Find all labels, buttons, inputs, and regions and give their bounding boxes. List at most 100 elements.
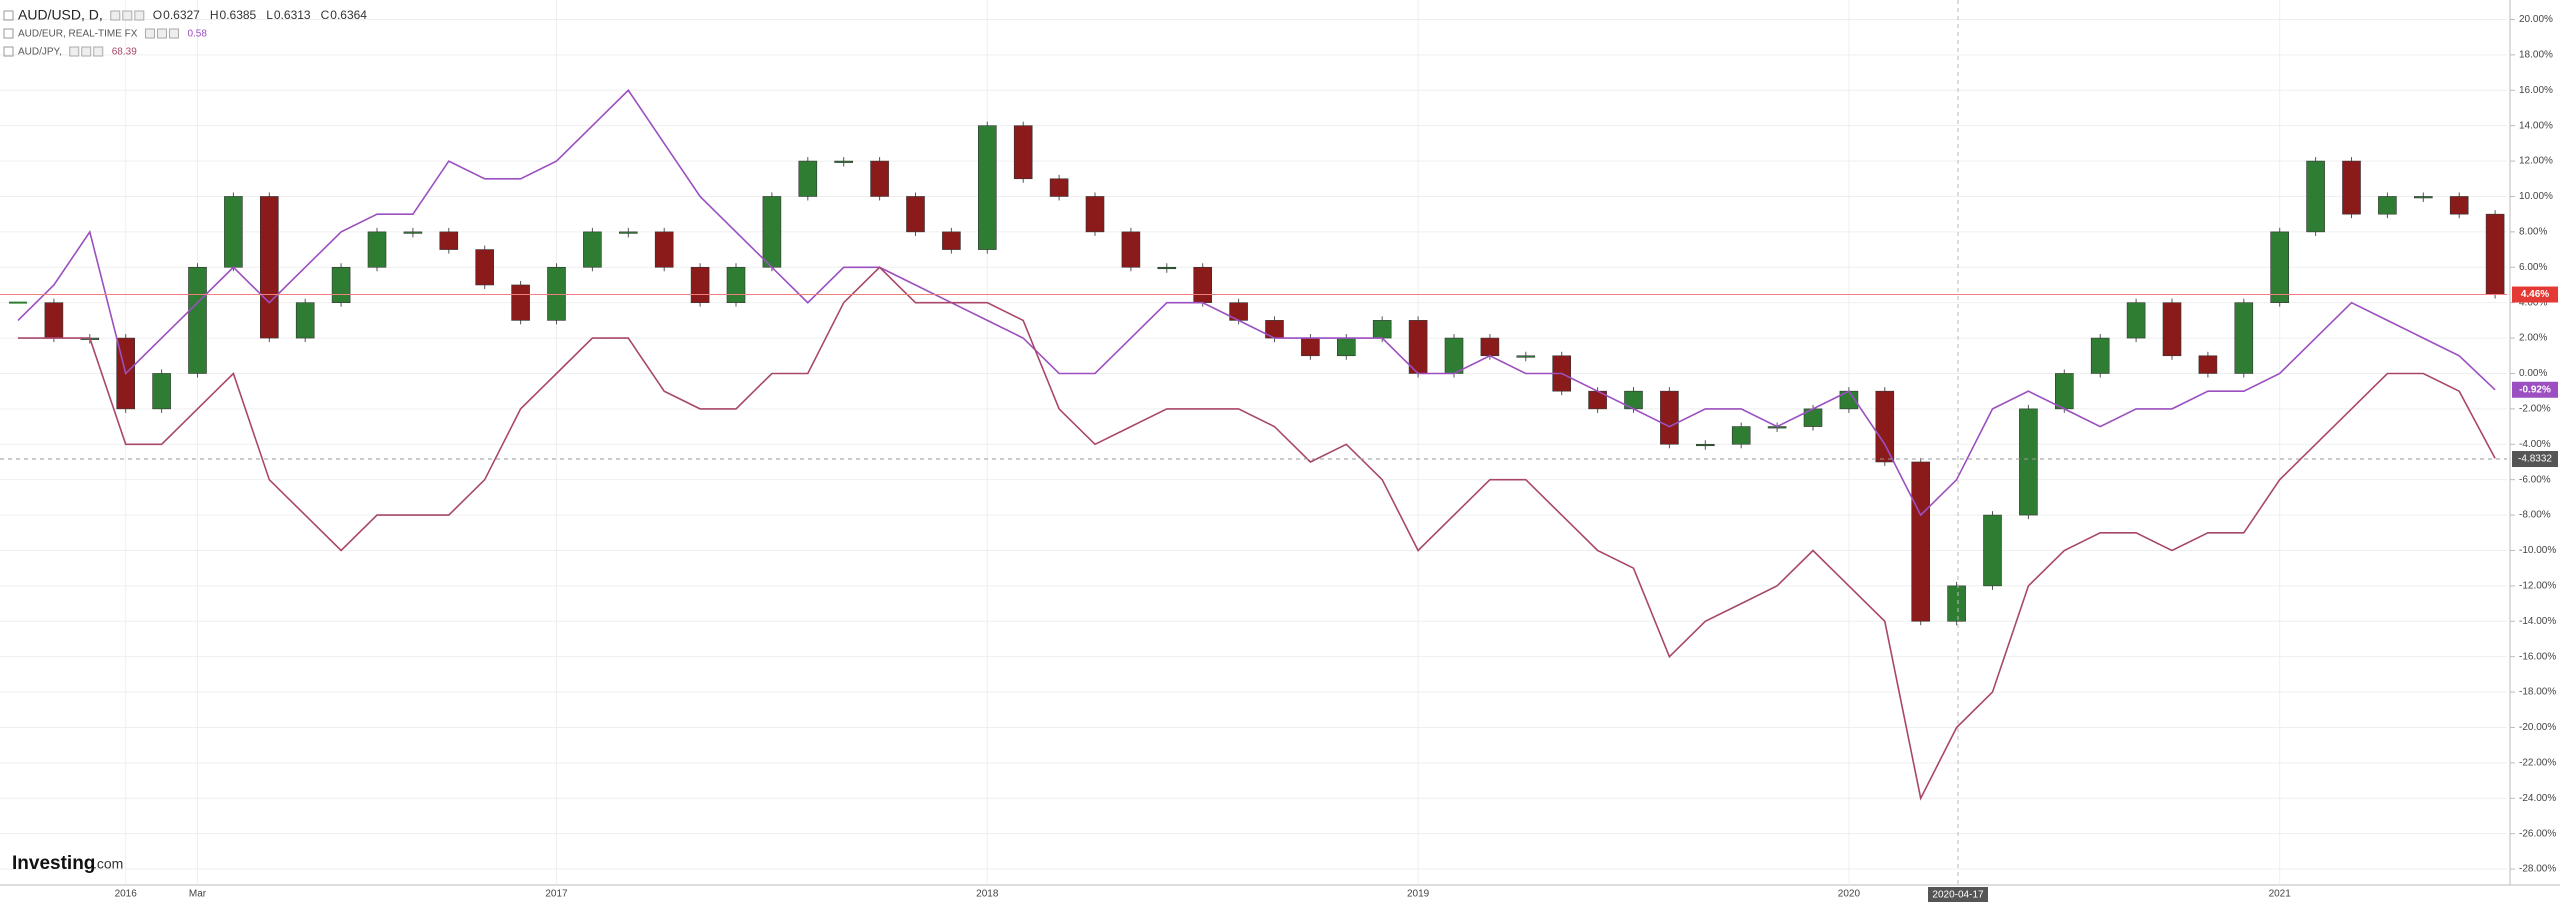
series-line [18, 266, 2496, 801]
y-tick-label: 18.00% [2519, 50, 2553, 61]
candle [2090, 337, 2110, 374]
candle [2378, 196, 2397, 215]
last-price-label: 4.46% [2521, 289, 2549, 300]
logo: Investing .com [12, 853, 123, 874]
legend-icon [81, 46, 92, 57]
legend-icon [134, 10, 145, 21]
logo-brand: Investing [12, 853, 95, 874]
y-tick-label: 8.00% [2519, 227, 2547, 238]
x-tick-label: 2019 [1407, 889, 1430, 900]
candle [2234, 302, 2254, 374]
legend-icon [156, 28, 167, 39]
candle [2198, 355, 2218, 374]
candle [188, 266, 207, 374]
candle [2414, 196, 2433, 199]
candle [726, 266, 746, 303]
candle [2162, 302, 2182, 357]
legend-name: AUD/USD, D, [18, 7, 103, 23]
collapse-box [3, 46, 14, 57]
last-price-label: -0.92% [2519, 384, 2551, 395]
candle [798, 160, 818, 197]
x-tick-label: 2020 [1838, 889, 1861, 900]
candle [511, 284, 530, 321]
y-tick-label: -20.00% [2519, 722, 2556, 733]
candle [977, 125, 997, 250]
legend-value: 68.39 [112, 47, 137, 58]
candle [1013, 125, 1033, 180]
candle [44, 302, 64, 339]
legend-icon [69, 46, 80, 57]
legend-value: 0.58 [187, 29, 207, 40]
candle [834, 160, 854, 163]
legend-icon [122, 10, 133, 21]
y-tick-label: 6.00% [2519, 262, 2547, 273]
y-tick-label: 20.00% [2519, 14, 2553, 25]
candle [2449, 196, 2469, 215]
candle [475, 249, 495, 286]
candle [1337, 337, 1356, 357]
y-tick-label: 2.00% [2519, 333, 2547, 344]
y-tick-label: -16.00% [2519, 651, 2556, 662]
crosshair-x-box [1928, 887, 1988, 902]
candle [2306, 160, 2325, 233]
y-tick-label: -18.00% [2519, 687, 2556, 698]
legend-icon [93, 46, 104, 57]
candle [2055, 373, 2074, 410]
x-tick-label: 2018 [976, 889, 999, 900]
candle [439, 231, 459, 250]
candle [1480, 337, 1500, 357]
collapse-box [3, 28, 14, 39]
candle [906, 196, 925, 233]
y-tick-label: -28.00% [2519, 864, 2556, 875]
candle [1157, 266, 1177, 270]
candle [2126, 302, 2146, 339]
legend-icon [144, 28, 155, 39]
y-tick-label: 14.00% [2519, 120, 2553, 131]
ohlc-label: H [210, 8, 219, 22]
y-tick-label: -2.00% [2519, 404, 2551, 415]
plot [0, 0, 2507, 885]
crosshair-y-box [2512, 451, 2558, 468]
candle [295, 302, 315, 339]
ohlc-label: C [321, 8, 330, 22]
candle [1121, 231, 1141, 268]
legend-name: AUD/JPY, [18, 47, 62, 58]
candle [618, 231, 638, 234]
y-tick-label: 0.00% [2519, 368, 2547, 379]
legend-icon [168, 28, 179, 39]
series-line [17, 89, 2496, 517]
header: AUD/USD, D, O 0.6327 H 0.6385 L 0.6313 C 0.6364 A… [3, 7, 367, 58]
y-tick-label: -24.00% [2519, 793, 2556, 804]
candle [1193, 266, 1212, 303]
ohlc-value: 0.6313 [274, 8, 311, 22]
ohlc-value: 0.6364 [330, 8, 367, 22]
legend-name: AUD/EUR, REAL-TIME FX [18, 29, 138, 40]
candle [1696, 443, 1715, 447]
candle [152, 373, 171, 410]
y-tick-label: -22.00% [2519, 758, 2556, 769]
candle [259, 196, 279, 339]
last-price-box [2512, 381, 2558, 398]
candle [654, 231, 674, 268]
crosshair-y-label: -4.8332 [2518, 454, 2552, 465]
candle [1049, 178, 1069, 197]
y-tick-label: 16.00% [2519, 85, 2553, 96]
candle [1731, 426, 1751, 445]
candle [1947, 585, 1966, 622]
candle [1875, 390, 1895, 463]
candle [367, 231, 387, 268]
candle [1516, 355, 1536, 358]
candle [942, 231, 961, 250]
y-tick-label: -4.00% [2519, 439, 2551, 450]
candle [331, 266, 351, 303]
ohlc-value: 0.6327 [163, 8, 200, 22]
candle [583, 231, 602, 268]
legend-icon [110, 10, 121, 21]
candle [1301, 337, 1320, 357]
candle [1911, 461, 1930, 622]
logo-suffix: .com [93, 856, 123, 872]
y-tick-label: -10.00% [2519, 545, 2556, 556]
last-price-box [2512, 286, 2558, 303]
